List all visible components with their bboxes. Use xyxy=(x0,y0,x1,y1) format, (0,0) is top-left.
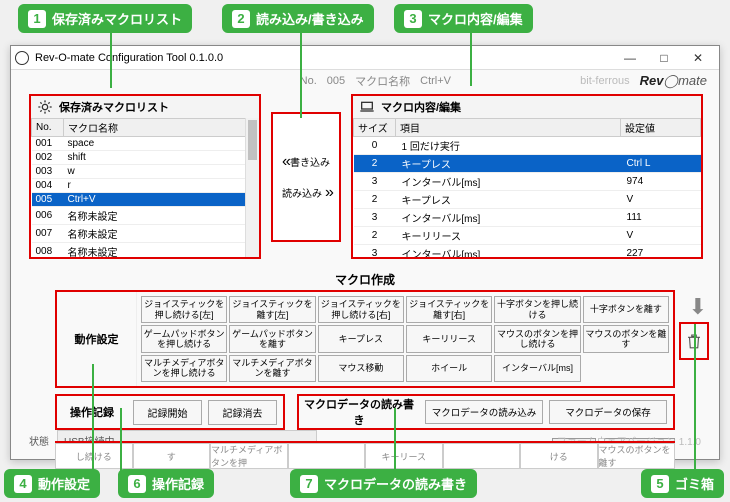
table-row[interactable]: 005Ctrl+V xyxy=(32,193,259,207)
chevron-right-icon: » xyxy=(325,187,330,199)
gear-icon xyxy=(37,99,53,115)
action-button[interactable]: 十字ボタンを押し続ける xyxy=(494,296,580,323)
action-button[interactable]: ゲームパッドボタンを押し続ける xyxy=(141,325,227,352)
titlebar: Rev-O-mate Configuration Tool 0.1.0.0 — … xyxy=(11,46,719,70)
arrow-down-icon: ⬇ xyxy=(689,294,707,320)
saved-macro-list-pane: 保存済みマクロリスト No. マクロ名称 001space002shift003… xyxy=(29,94,261,259)
action-button[interactable]: インターバル[ms] xyxy=(494,355,580,382)
table-row[interactable]: 003w xyxy=(32,165,259,179)
record-pane: 操作記録 記録開始 記録消去 xyxy=(55,394,285,430)
action-button[interactable]: キーリリース xyxy=(406,325,492,352)
action-button[interactable]: ゲームパッドボタンを離す xyxy=(229,325,315,352)
product-logo: Rev◯mate xyxy=(640,73,707,89)
record-start-button[interactable]: 記録開始 xyxy=(133,400,202,425)
action-button[interactable]: マウスのボタンを押し続ける xyxy=(494,325,580,352)
table-row[interactable]: 01 回だけ実行 xyxy=(354,137,701,155)
app-window: Rev-O-mate Configuration Tool 0.1.0.0 — … xyxy=(10,45,720,460)
read-button[interactable]: 読み込み» xyxy=(282,185,330,200)
io-label: マクロデータの読み書き xyxy=(299,396,419,428)
ghost-cell xyxy=(443,443,521,469)
table-row[interactable]: 2キープレスV xyxy=(354,191,701,209)
action-settings-pane: 動作設定 ジョイスティックを押し続ける[左]ジョイスティックを離す[左]ジョイス… xyxy=(55,290,675,388)
read-write-pane: «書き込み 読み込み» xyxy=(271,112,341,242)
app-icon xyxy=(15,51,29,65)
meta-no-value: 005 xyxy=(327,75,345,87)
action-button[interactable]: ホイール xyxy=(406,355,492,382)
callout-1: 1保存済みマクロリスト xyxy=(18,4,192,33)
action-button[interactable]: キープレス xyxy=(318,325,404,352)
macro-io-pane: マクロデータの読み書き マクロデータの読み込み マクロデータの保存 xyxy=(297,394,675,430)
col-value: 設定値 xyxy=(621,119,701,137)
meta-name-label: マクロ名称 xyxy=(355,73,410,89)
table-row[interactable]: 3インターバル[ms]974 xyxy=(354,173,701,191)
action-button[interactable]: 十字ボタンを離す xyxy=(583,296,669,323)
callout-4: 4動作設定 xyxy=(4,469,100,498)
meta-no-label: No. xyxy=(300,75,317,87)
edit-header: マクロ内容/編集 xyxy=(353,96,701,118)
laptop-icon xyxy=(359,99,375,115)
ghost-row: し続けるすマルチメディアボタンを押キーリースけるマウスのボタンを離す xyxy=(55,441,675,469)
close-button[interactable]: ✕ xyxy=(681,48,715,68)
table-row[interactable]: 001space xyxy=(32,137,259,151)
callout-5: 5ゴミ箱 xyxy=(641,469,724,498)
minimize-button[interactable]: — xyxy=(613,48,647,68)
callout-7: 7マクロデータの読み書き xyxy=(290,469,477,498)
ghost-cell: ける xyxy=(520,443,598,469)
maximize-button[interactable]: □ xyxy=(647,48,681,68)
col-name: マクロ名称 xyxy=(64,119,259,137)
col-no: No. xyxy=(32,119,64,137)
col-item: 項目 xyxy=(396,119,621,137)
macro-edit-pane: マクロ内容/編集 サイズ 項目 設定値 01 回だけ実行2キープレスCtrl L… xyxy=(351,94,703,259)
table-row[interactable]: 007名称未設定 xyxy=(32,225,259,243)
macro-creation-title: マクロ作成 xyxy=(11,271,719,288)
status-label: 状態 xyxy=(29,433,49,448)
action-button[interactable]: ジョイスティックを離す[右] xyxy=(406,296,492,323)
chevron-left-icon: « xyxy=(282,156,287,168)
table-row[interactable]: 006名称未設定 xyxy=(32,207,259,225)
macro-load-button[interactable]: マクロデータの読み込み xyxy=(425,400,543,424)
window-title: Rev-O-mate Configuration Tool 0.1.0.0 xyxy=(35,52,613,64)
action-button[interactable]: マルチメディアボタンを離す xyxy=(229,355,315,382)
ghost-cell: マウスのボタンを離す xyxy=(598,443,676,469)
record-clear-button[interactable]: 記録消去 xyxy=(208,400,277,425)
macro-edit-table[interactable]: サイズ 項目 設定値 01 回だけ実行2キープレスCtrl L3インターバル[m… xyxy=(353,118,701,257)
action-settings-label: 動作設定 xyxy=(57,292,137,386)
table-row[interactable]: 004r xyxy=(32,179,259,193)
ghost-cell: マルチメディアボタンを押 xyxy=(210,443,288,469)
callout-6: 6操作記録 xyxy=(118,469,214,498)
action-button[interactable]: マウス移動 xyxy=(318,355,404,382)
macro-save-button[interactable]: マクロデータの保存 xyxy=(549,400,667,424)
ghost-cell: キーリース xyxy=(365,443,443,469)
action-button[interactable]: ジョイスティックを押し続ける[右] xyxy=(318,296,404,323)
scrollbar-thumb[interactable] xyxy=(248,120,257,160)
table-row[interactable]: 3インターバル[ms]111 xyxy=(354,209,701,227)
table-row[interactable]: 3インターバル[ms]227 xyxy=(354,245,701,258)
ghost-cell xyxy=(288,443,366,469)
write-button[interactable]: «書き込み xyxy=(282,154,330,169)
action-button[interactable]: マルチメディアボタンを押し続ける xyxy=(141,355,227,382)
macro-list-header: 保存済みマクロリスト xyxy=(31,96,259,118)
col-size: サイズ xyxy=(354,119,396,137)
scrollbar[interactable] xyxy=(245,118,259,257)
table-row[interactable]: 2キープレスCtrl L xyxy=(354,155,701,173)
ghost-cell: す xyxy=(133,443,211,469)
action-button[interactable]: ジョイスティックを押し続ける[左] xyxy=(141,296,227,323)
table-row[interactable]: 002shift xyxy=(32,151,259,165)
table-row[interactable]: 008名称未設定 xyxy=(32,243,259,258)
callout-3: 3マクロ内容/編集 xyxy=(394,4,533,33)
brand-row: No. 005 マクロ名称 Ctrl+V bit-ferrous Rev◯mat… xyxy=(11,70,719,92)
action-button[interactable]: ジョイスティックを離す[左] xyxy=(229,296,315,323)
vendor-text: bit-ferrous xyxy=(580,75,630,87)
table-row[interactable]: 2キーリリースV xyxy=(354,227,701,245)
callout-2: 2読み込み/書き込み xyxy=(222,4,374,33)
action-button[interactable]: マウスのボタンを離す xyxy=(583,325,669,352)
meta-name-value[interactable]: Ctrl+V xyxy=(420,75,530,87)
macro-list-table[interactable]: No. マクロ名称 001space002shift003w004r005Ctr… xyxy=(31,118,259,257)
